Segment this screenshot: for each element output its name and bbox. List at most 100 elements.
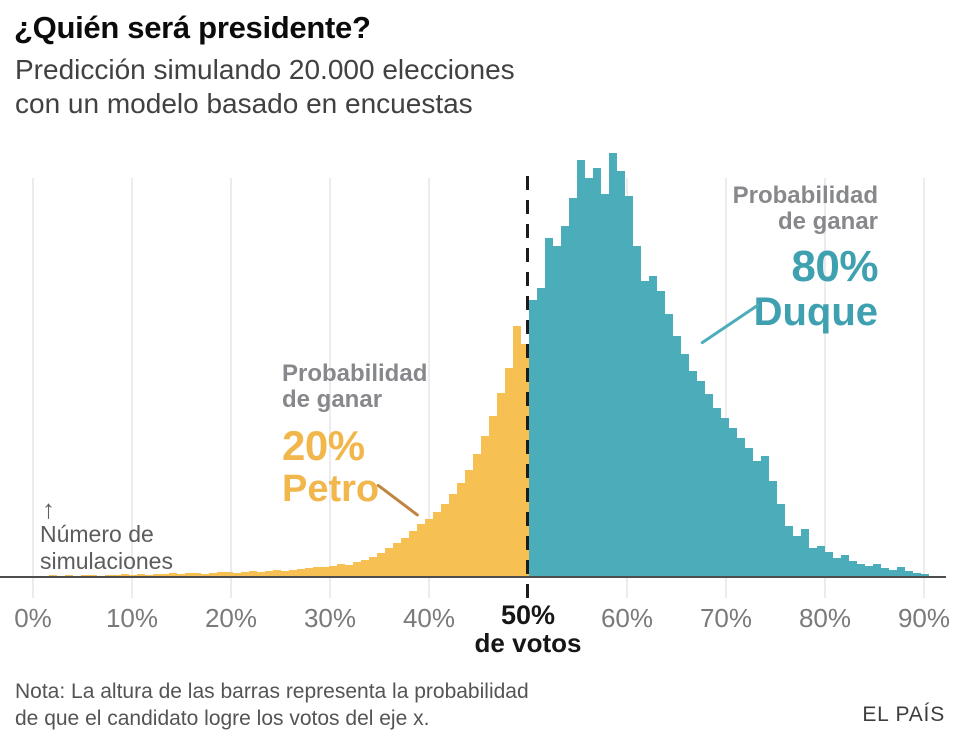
histogram-bar-duque: [857, 564, 865, 576]
footer-note-line-1: Nota: La altura de las barras representa…: [15, 680, 529, 703]
histogram-bar-petro: [281, 571, 289, 576]
histogram-bar-petro: [393, 543, 401, 576]
histogram-bar-duque: [873, 564, 881, 576]
histogram-bar-petro: [121, 574, 129, 576]
histogram-bar-petro: [449, 494, 457, 576]
histogram-bar-petro: [169, 573, 177, 576]
histogram-bar-petro: [137, 574, 145, 576]
gridline: [725, 178, 727, 598]
elpais-logo: EL PAÍS: [862, 703, 945, 726]
histogram-bar-duque: [745, 448, 753, 576]
x-axis-line: [0, 576, 946, 578]
y-axis-label-line-1: Número de: [40, 521, 154, 547]
histogram-bar-duque: [849, 561, 857, 576]
gridline: [428, 178, 430, 598]
duque-win-probability: 80%: [791, 242, 878, 291]
histogram-bar-duque: [889, 570, 897, 576]
histogram-bar-duque: [537, 288, 545, 576]
histogram-bar-duque: [801, 529, 809, 576]
histogram-bar-petro: [113, 575, 121, 576]
histogram-bar-duque: [769, 481, 777, 576]
x-tick-label: 40%: [402, 603, 456, 633]
histogram-bar-petro: [177, 574, 185, 576]
histogram-bar-duque: [825, 552, 833, 576]
histogram-bar-petro: [129, 575, 137, 576]
histogram-bar-duque: [689, 371, 697, 576]
histogram-bar-duque: [593, 168, 601, 576]
histogram-bar-petro: [409, 531, 417, 576]
gridline: [32, 178, 34, 598]
petro-annotation-intro-1: Probabilidad: [282, 360, 428, 387]
histogram-bar-petro: [297, 569, 305, 576]
up-arrow-icon: ↑: [42, 494, 55, 524]
histogram-bar-petro: [313, 567, 321, 576]
gridline: [329, 178, 331, 598]
chart-subtitle: Predicción simulando 20.000 elecciones c…: [15, 53, 515, 121]
histogram-bar-duque: [905, 571, 913, 576]
histogram-bar-duque: [761, 456, 769, 576]
histogram-bar-duque: [545, 238, 553, 576]
histogram-bar-duque: [529, 300, 537, 576]
histogram-bar-duque: [777, 504, 785, 576]
histogram-bar-duque: [865, 566, 873, 576]
duque-annotation: Probabilidad de ganar 80% Duque: [733, 183, 879, 334]
histogram-bar-petro: [305, 568, 313, 576]
histogram-bar-duque: [585, 178, 593, 576]
histogram-bar-duque: [913, 573, 921, 576]
histogram-bar-petro: [473, 454, 481, 576]
histogram-bar-petro: [433, 512, 441, 576]
x-tick-label: 70%: [699, 603, 753, 633]
histogram-bar-duque: [657, 291, 665, 576]
histogram-bar-petro: [105, 575, 113, 576]
x-tick-label: 10%: [105, 603, 159, 633]
x-tick-label: 80%: [798, 603, 852, 633]
histogram-bar-duque: [721, 418, 729, 576]
histogram-bar-petro: [161, 574, 169, 576]
histogram-bar-petro: [321, 567, 329, 576]
histogram-bar-petro: [145, 575, 153, 576]
x-axis-labels: 0% 10% 20% 30% 40% 60% 70% 80% 90%: [0, 603, 960, 663]
histogram-bar-petro: [337, 564, 345, 576]
x-tick-label: 60%: [600, 603, 654, 633]
histogram-bar-petro: [257, 572, 265, 576]
histogram-bar-petro: [513, 326, 521, 576]
histogram-bar-petro: [65, 575, 73, 576]
histogram-bar-petro: [417, 524, 425, 576]
histogram-bar-petro: [217, 572, 225, 576]
histogram-bar-petro: [289, 570, 297, 576]
subtitle-line-1: Predicción simulando 20.000 elecciones: [15, 54, 515, 85]
petro-annotation-intro-2: de ganar: [282, 386, 383, 413]
gridline: [824, 178, 826, 598]
histogram-bar-duque: [569, 198, 577, 576]
petro-candidate-name: Petro: [282, 468, 380, 510]
fifty-percent-divider: [526, 176, 529, 600]
histogram-bar-petro: [353, 562, 361, 576]
histogram-bar-duque: [809, 548, 817, 576]
histogram-bar-duque: [881, 568, 889, 576]
histogram-bar-petro: [249, 571, 257, 576]
histogram-bar-duque: [641, 281, 649, 576]
histogram-bar-duque: [561, 226, 569, 576]
histogram-bar-petro: [273, 570, 281, 576]
subtitle-line-2: con un modelo basado en encuestas: [15, 88, 473, 119]
petro-win-probability: 20%: [282, 422, 365, 469]
histogram-bar-duque: [697, 381, 705, 576]
page-title: ¿Quién será presidente?: [14, 10, 371, 45]
duque-annotation-intro-2: de ganar: [777, 208, 878, 235]
histogram-bar-duque: [601, 194, 609, 576]
histogram-bar-petro: [505, 368, 513, 576]
histogram-bar-petro: [89, 575, 97, 576]
histogram-bar-petro: [481, 436, 489, 576]
histogram-bar-petro: [425, 519, 433, 576]
histogram-bar-petro: [465, 470, 473, 576]
histogram-bar-duque: [705, 394, 713, 576]
histogram-bar-petro: [385, 548, 393, 576]
histogram-bar-duque: [617, 171, 625, 576]
histogram-bar-petro: [81, 575, 89, 576]
histogram-bar-petro: [377, 553, 385, 576]
histogram-bar-duque: [673, 336, 681, 576]
gridline: [230, 178, 232, 598]
y-axis-label: Número de simulaciones: [40, 521, 173, 575]
histogram-bar-duque: [609, 153, 617, 576]
